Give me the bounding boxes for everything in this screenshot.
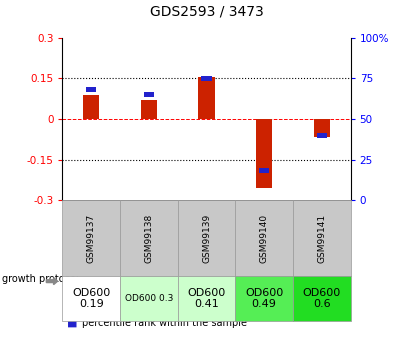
Bar [256, 119, 272, 188]
Text: GSM99139: GSM99139 [202, 214, 211, 263]
Text: GSM99141: GSM99141 [317, 214, 326, 263]
Text: log2 ratio: log2 ratio [82, 300, 129, 310]
Bar [317, 133, 327, 138]
Text: GDS2593 / 3473: GDS2593 / 3473 [150, 5, 264, 19]
Bar [83, 95, 100, 119]
Text: OD600
0.6: OD600 0.6 [303, 288, 341, 309]
Text: ■: ■ [66, 318, 77, 327]
Bar [144, 92, 154, 97]
Bar [198, 77, 215, 119]
Bar [202, 76, 212, 81]
Text: GSM99140: GSM99140 [260, 214, 269, 263]
Bar [259, 168, 269, 173]
Text: GSM99137: GSM99137 [87, 214, 96, 263]
Text: percentile rank within the sample: percentile rank within the sample [82, 318, 247, 327]
Text: OD600 0.3: OD600 0.3 [125, 294, 173, 303]
Text: growth protocol: growth protocol [2, 275, 79, 284]
Text: GSM99138: GSM99138 [144, 214, 154, 263]
Text: OD600
0.49: OD600 0.49 [245, 288, 283, 309]
Text: OD600
0.19: OD600 0.19 [72, 288, 110, 309]
Text: OD600
0.41: OD600 0.41 [187, 288, 226, 309]
Text: ■: ■ [66, 300, 77, 310]
Bar [141, 100, 157, 119]
Bar [86, 87, 96, 92]
Bar [314, 119, 330, 137]
